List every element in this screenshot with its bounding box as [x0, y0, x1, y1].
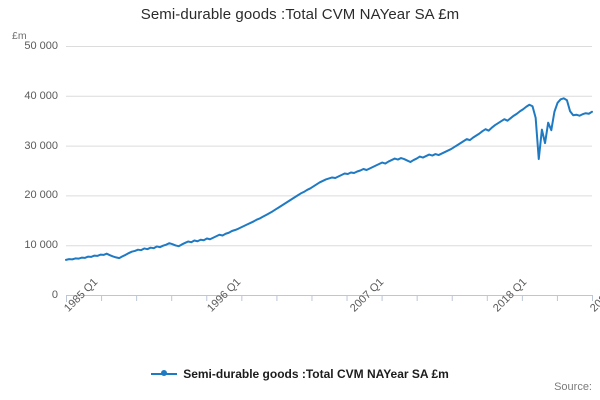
- chart-legend: Semi-durable goods :Total CVM NAYear SA …: [0, 365, 600, 383]
- y-axis-tick-label: 20 000: [24, 189, 58, 202]
- source-note: Source:: [554, 381, 592, 393]
- series-line-semi-durable-goods[interactable]: [65, 97, 593, 261]
- gridlines: [66, 46, 592, 247]
- legend-entry-label: Semi-durable goods :Total CVM NAYear SA …: [183, 366, 449, 381]
- y-axis-tick-label: 10 000: [24, 239, 58, 252]
- y-axis-tick-label: 40 000: [24, 89, 58, 102]
- y-axis-tick-labels: 0 10 000 20 000 30 000 40 000 50 000: [0, 0, 58, 400]
- legend-line-marker-icon: [151, 368, 178, 380]
- chart-title: Semi-durable goods :Total CVM NAYear SA …: [140, 6, 460, 23]
- y-axis-tick-label: 0: [51, 289, 58, 301]
- legend-entry[interactable]: Semi-durable goods :Total CVM NAYear SA …: [151, 365, 449, 383]
- y-axis-tick-label: 50 000: [24, 40, 58, 52]
- y-axis-tick-label: 30 000: [24, 139, 58, 152]
- y-axis-unit-label: £m: [12, 30, 27, 42]
